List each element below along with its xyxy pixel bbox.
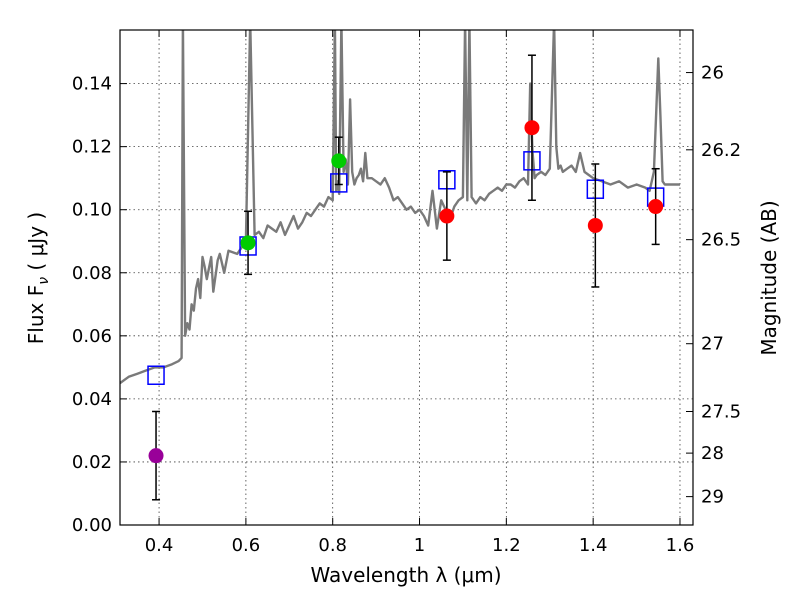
axis-ticks: 0.4 0.6 0.8 1 1.2 1.4 1.6 0.00 0.02 0.04 0.06 0.08 0… xyxy=(72,30,741,556)
right-tick-label: 28 xyxy=(701,443,724,464)
y-axis-label-subscript: ν xyxy=(36,277,52,285)
y-axis-label: Flux Fν ( μJy ) xyxy=(24,212,52,344)
right-tick-label: 26.5 xyxy=(701,230,741,251)
right-tick-label: 27.5 xyxy=(701,401,741,422)
y-tick-label: 0.08 xyxy=(72,263,112,284)
right-tick-label: 26.2 xyxy=(701,140,741,161)
y-axis-label-unit: ( μJy ) xyxy=(24,212,48,277)
plot-frame xyxy=(119,29,694,526)
right-axis-label: Magnitude (AB) xyxy=(757,200,781,355)
x-tick-label: 1 xyxy=(414,535,425,556)
observed-points xyxy=(148,54,664,501)
observed-point xyxy=(331,153,347,169)
x-tick-label: 0.6 xyxy=(232,535,261,556)
right-tick-label: 29 xyxy=(701,487,724,508)
right-tick-label: 27 xyxy=(701,334,724,355)
y-axis-label-main: Flux F xyxy=(24,285,48,344)
y-tick-label: 0.12 xyxy=(72,137,112,158)
y-tick-label: 0.02 xyxy=(72,452,112,473)
model-photometry-box xyxy=(147,365,165,385)
y-tick-label: 0.00 xyxy=(72,515,112,536)
y-tick-label: 0.14 xyxy=(72,74,112,95)
observed-point xyxy=(148,448,164,464)
x-axis-label: Wavelength λ (μm) xyxy=(310,563,501,587)
right-tick-label: 26 xyxy=(701,63,724,84)
observed-point xyxy=(240,235,256,251)
model-spectrum-line xyxy=(120,30,680,385)
y-tick-label: 0.04 xyxy=(72,389,112,410)
x-tick-label: 0.8 xyxy=(318,535,347,556)
y-tick-label: 0.06 xyxy=(72,326,112,347)
x-tick-label: 1.4 xyxy=(579,535,608,556)
observed-point xyxy=(648,199,664,215)
x-tick-label: 0.4 xyxy=(145,535,174,556)
observed-point xyxy=(439,208,455,224)
y-tick-label: 0.10 xyxy=(72,200,112,221)
observed-point xyxy=(524,120,540,136)
x-tick-label: 1.6 xyxy=(666,535,695,556)
x-tick-label: 1.2 xyxy=(492,535,521,556)
observed-point xyxy=(587,217,603,233)
